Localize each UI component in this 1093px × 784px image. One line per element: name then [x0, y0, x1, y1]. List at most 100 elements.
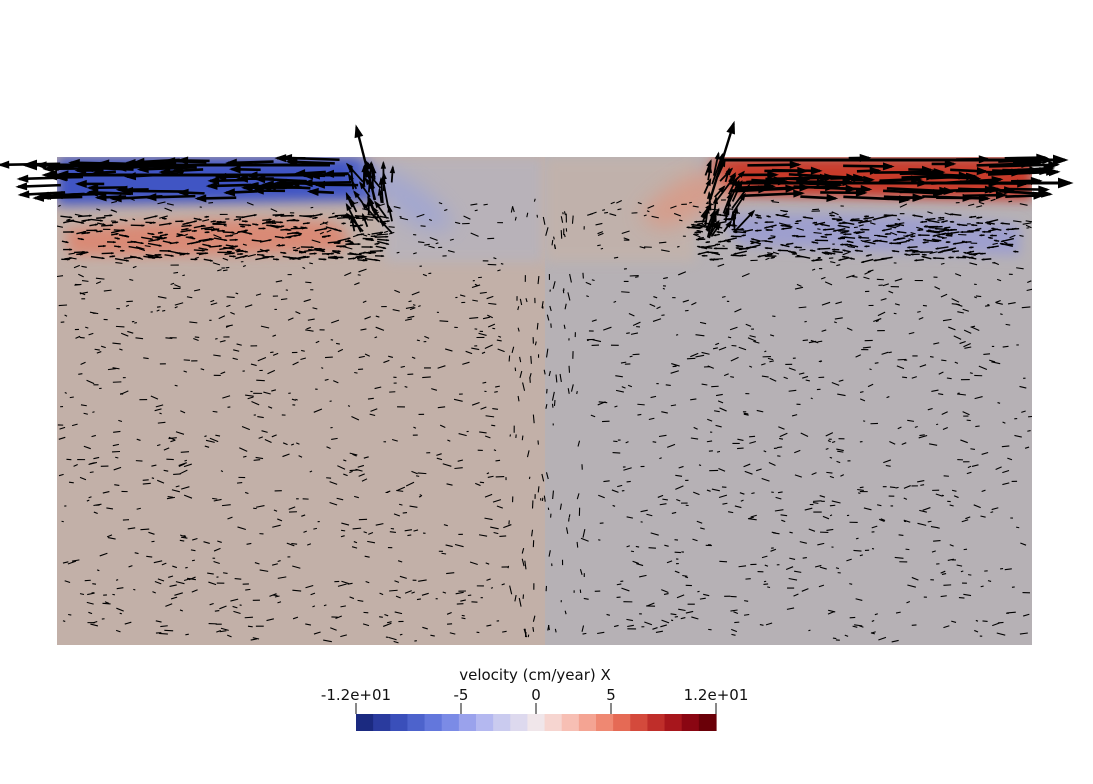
velocity-arrow: [691, 302, 697, 306]
velocity-arrow: [871, 631, 876, 634]
velocity-arrow: [263, 391, 271, 395]
velocity-arrow: [157, 479, 165, 484]
velocity-arrow-head: [934, 247, 939, 250]
velocity-arrow-head: [386, 239, 390, 242]
velocity-arrow: [867, 269, 874, 273]
velocity-arrow: [747, 337, 757, 342]
velocity-arrow: [437, 406, 446, 409]
velocity-arrow: [658, 241, 667, 244]
velocity-arrow-head: [764, 255, 768, 258]
velocity-arrow: [545, 472, 549, 480]
velocity-arrow: [888, 290, 894, 294]
velocity-arrow: [1021, 410, 1026, 413]
velocity-arrow-head: [981, 230, 985, 233]
velocity-arrow-head: [268, 239, 273, 242]
velocity-arrow: [729, 326, 738, 331]
velocity-arrow: [701, 383, 708, 386]
velocity-arrow: [256, 379, 265, 382]
velocity-arrow-head: [205, 248, 209, 251]
velocity-arrow: [570, 384, 574, 392]
velocity-arrow-head: [754, 229, 758, 232]
velocity-arrow-head: [1000, 242, 1004, 246]
velocity-arrow-head: [361, 233, 365, 236]
velocity-arrow: [260, 325, 270, 329]
velocity-arrow: [302, 266, 306, 270]
velocity-arrow-head: [294, 234, 298, 237]
velocity-arrow: [166, 496, 176, 500]
velocity-arrow-head: [946, 233, 951, 237]
velocity-arrow: [352, 453, 357, 457]
right-negative-band: [720, 213, 1020, 255]
velocity-arrow: [613, 256, 619, 259]
velocity-arrow: [1002, 345, 1009, 348]
colorbar: velocity (cm/year) X -1.2e+01 -5 0 5 1.2e+01: [321, 666, 748, 731]
velocity-arrow: [794, 570, 802, 573]
velocity-arrow-head: [364, 259, 368, 262]
velocity-arrow-head: [757, 255, 761, 258]
velocity-arrow: [487, 323, 496, 328]
velocity-arrow-head: [71, 219, 75, 222]
velocity-arrow-head: [83, 230, 87, 234]
velocity-arrow: [271, 434, 277, 438]
velocity-arrow-head: [949, 213, 954, 216]
velocity-arrow: [180, 410, 186, 414]
velocity-arrow-head: [140, 241, 145, 245]
velocity-arrow: [750, 514, 757, 518]
velocity-arrow: [967, 465, 972, 469]
velocity-arrow: [697, 590, 700, 593]
velocity-arrow: [836, 448, 844, 452]
velocity-arrow-head: [697, 252, 701, 255]
velocity-arrow-head: [261, 253, 265, 257]
velocity-arrow: [862, 346, 871, 349]
velocity-arrow: [69, 396, 74, 399]
velocity-arrow-head: [192, 237, 196, 240]
velocity-arrow-head: [383, 246, 387, 249]
velocity-arrow-head: [968, 246, 972, 249]
velocity-arrow: [396, 489, 404, 492]
velocity-arrow: [287, 317, 294, 321]
velocity-arrow: [770, 334, 775, 337]
velocity-arrow: [501, 583, 505, 586]
velocity-arrow: [928, 443, 938, 446]
velocity-arrow-head: [95, 223, 99, 226]
velocity-arrow: [743, 412, 749, 415]
velocity-arrow-head: [345, 162, 354, 171]
velocity-arrow: [621, 291, 630, 293]
velocity-arrow: [266, 618, 274, 622]
velocity-arrow-head: [188, 229, 192, 232]
velocity-arrow: [156, 309, 160, 312]
velocity-arrow: [115, 325, 125, 328]
velocity-arrow: [874, 613, 878, 616]
velocity-arrow-head: [109, 194, 122, 203]
velocity-arrow: [217, 540, 222, 543]
velocity-arrow: [804, 507, 813, 511]
velocity-arrow-head: [207, 176, 220, 185]
velocity-arrow: [677, 245, 680, 248]
velocity-arrow: [744, 600, 749, 602]
velocity-arrow: [996, 302, 1003, 305]
velocity-arrow: [129, 278, 134, 281]
velocity-arrow: [457, 459, 464, 462]
velocity-arrow: [408, 300, 412, 303]
velocity-arrow: [238, 218, 242, 221]
velocity-arrow-head: [112, 255, 116, 258]
velocity-arrow: [659, 457, 662, 460]
velocity-arrow: [831, 500, 841, 504]
velocity-arrow: [168, 575, 174, 578]
velocity-arrow-head: [111, 252, 115, 255]
velocity-arrow: [374, 336, 378, 339]
velocity-arrow: [723, 373, 729, 377]
velocity-arrow: [233, 217, 242, 221]
velocity-arrow: [895, 611, 901, 614]
velocity-arrow-head: [962, 193, 975, 202]
velocity-arrow: [486, 472, 490, 475]
velocity-arrow: [388, 226, 395, 228]
velocity-arrow: [941, 494, 945, 497]
velocity-arrow: [89, 471, 94, 474]
velocity-arrow: [630, 332, 639, 335]
velocity-arrow-head: [779, 224, 784, 227]
velocity-arrow: [794, 449, 801, 454]
velocity-arrow: [871, 620, 875, 622]
velocity-arrow: [883, 459, 892, 464]
velocity-arrow: [391, 438, 398, 442]
